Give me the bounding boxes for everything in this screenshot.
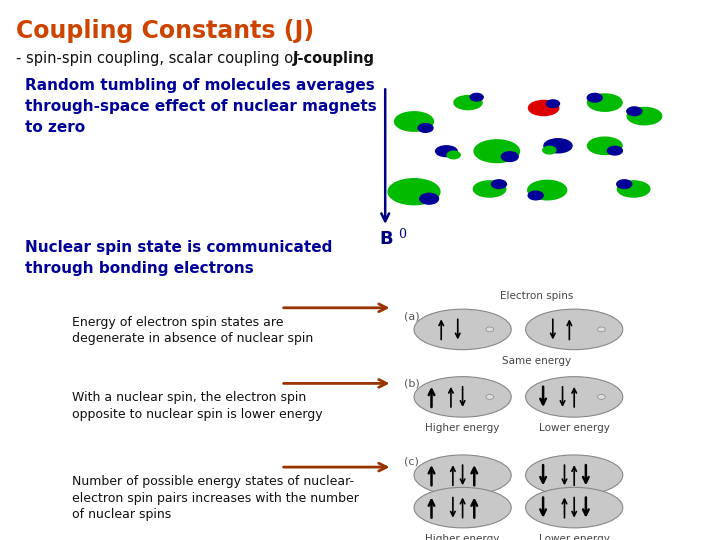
Ellipse shape — [546, 100, 559, 107]
Ellipse shape — [526, 377, 623, 417]
Ellipse shape — [598, 394, 606, 400]
Ellipse shape — [486, 394, 494, 400]
Ellipse shape — [544, 139, 572, 153]
Ellipse shape — [492, 180, 506, 188]
Ellipse shape — [470, 93, 483, 101]
Ellipse shape — [414, 487, 511, 528]
Ellipse shape — [388, 179, 440, 205]
Text: Number of possible energy states of nuclear-
electron spin pairs increases with : Number of possible energy states of nucl… — [72, 475, 359, 521]
Ellipse shape — [526, 455, 623, 496]
Ellipse shape — [588, 94, 622, 111]
Text: Higher energy: Higher energy — [426, 534, 500, 540]
Ellipse shape — [420, 193, 438, 204]
Text: With a nuclear spin, the electron spin
opposite to nuclear spin is lower energy: With a nuclear spin, the electron spin o… — [72, 392, 323, 421]
Ellipse shape — [627, 107, 642, 116]
Ellipse shape — [436, 146, 457, 157]
Ellipse shape — [598, 327, 606, 332]
Ellipse shape — [395, 112, 433, 131]
Ellipse shape — [617, 180, 631, 188]
Ellipse shape — [543, 146, 556, 154]
Ellipse shape — [414, 377, 511, 417]
Text: Energy of electron spin states are
degenerate in absence of nuclear spin: Energy of electron spin states are degen… — [72, 316, 313, 346]
Text: J-coupling: J-coupling — [293, 51, 375, 66]
Ellipse shape — [418, 124, 433, 132]
Ellipse shape — [627, 107, 662, 125]
Ellipse shape — [526, 487, 623, 528]
Ellipse shape — [618, 181, 650, 197]
Text: Same energy: Same energy — [502, 356, 571, 366]
Text: (b): (b) — [405, 379, 420, 389]
Text: Lower energy: Lower energy — [539, 423, 610, 433]
Text: (c): (c) — [405, 457, 419, 467]
Ellipse shape — [474, 140, 520, 163]
Text: Coupling Constants (J): Coupling Constants (J) — [16, 19, 314, 43]
Text: Higher energy: Higher energy — [426, 423, 500, 433]
Ellipse shape — [588, 137, 622, 154]
Ellipse shape — [528, 191, 543, 200]
Ellipse shape — [501, 152, 518, 161]
Text: $\mathbf{B}$: $\mathbf{B}$ — [379, 230, 394, 247]
Ellipse shape — [588, 93, 602, 102]
Text: (a): (a) — [405, 311, 420, 321]
Ellipse shape — [608, 146, 622, 155]
Ellipse shape — [528, 100, 559, 116]
Text: Electron spins: Electron spins — [500, 291, 573, 301]
Ellipse shape — [454, 96, 482, 110]
Ellipse shape — [447, 151, 460, 159]
Ellipse shape — [414, 455, 511, 496]
Text: Lower energy: Lower energy — [539, 534, 610, 540]
Ellipse shape — [486, 327, 494, 332]
Ellipse shape — [526, 309, 623, 350]
Text: 0: 0 — [398, 228, 406, 241]
Ellipse shape — [528, 180, 567, 200]
Text: Random tumbling of molecules averages
through-space effect of nuclear magnets
to: Random tumbling of molecules averages th… — [25, 78, 377, 136]
Ellipse shape — [414, 309, 511, 350]
Text: Nuclear spin state is communicated
through bonding electrons: Nuclear spin state is communicated throu… — [25, 240, 333, 276]
Text: - spin-spin coupling, scalar coupling or: - spin-spin coupling, scalar coupling or — [16, 51, 304, 66]
Ellipse shape — [474, 181, 505, 197]
